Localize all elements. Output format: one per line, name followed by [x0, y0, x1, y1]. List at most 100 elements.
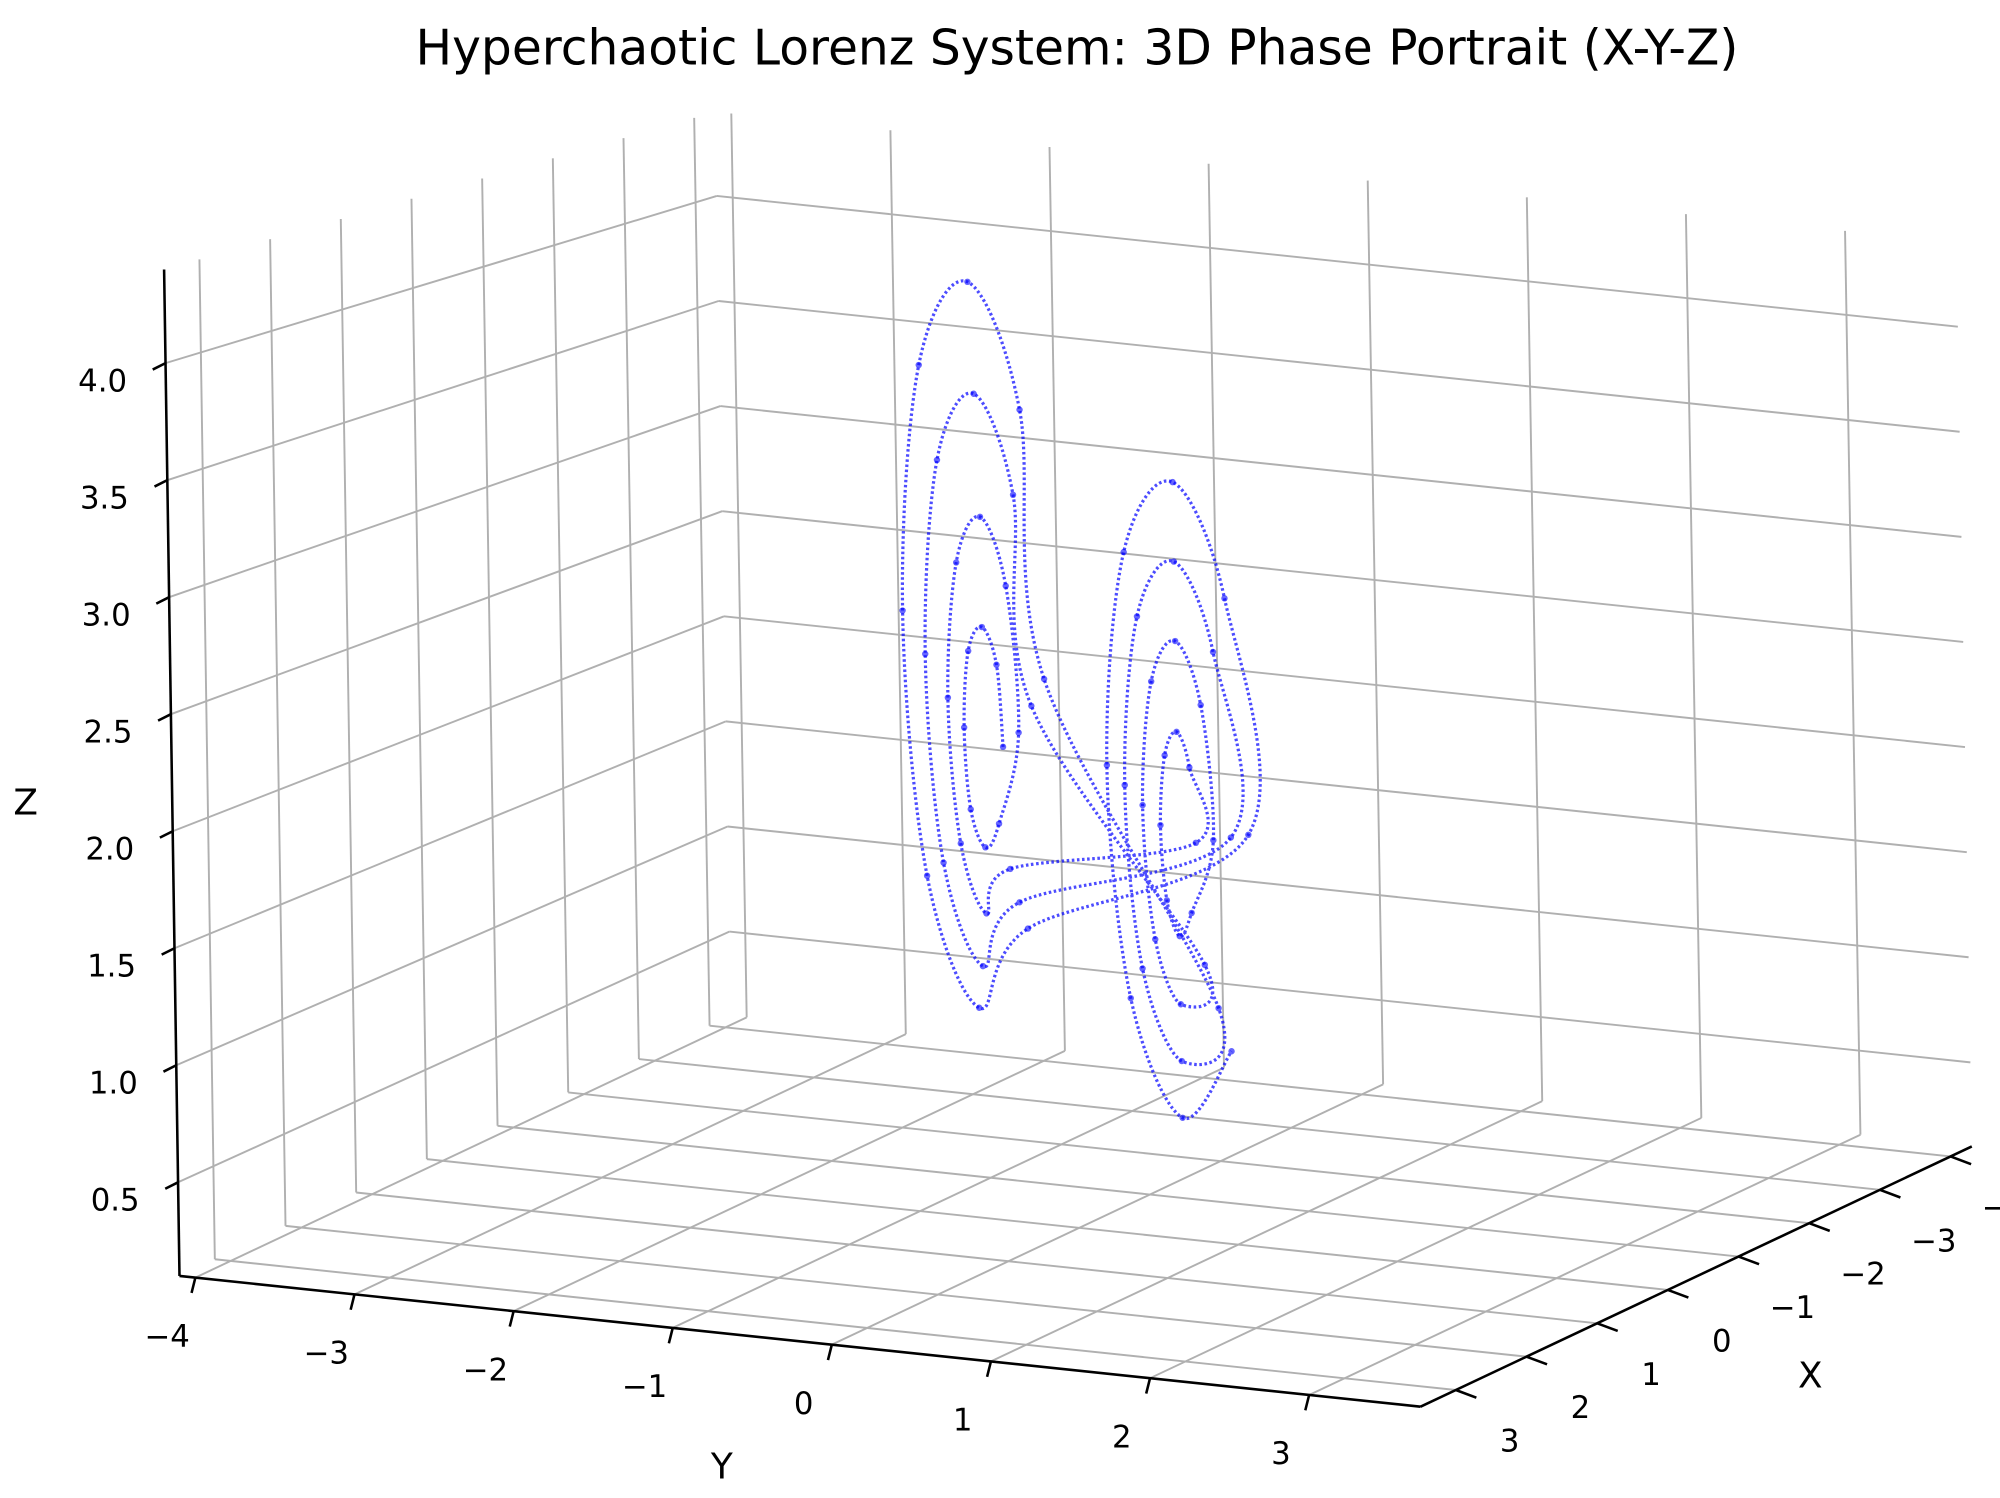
grid-line	[426, 1158, 1668, 1291]
point	[983, 910, 990, 917]
point	[1007, 865, 1014, 873]
point	[976, 1004, 983, 1011]
x-axis-line	[1419, 1145, 1973, 1408]
point	[979, 962, 987, 970]
point	[933, 456, 941, 464]
point	[1228, 1048, 1235, 1055]
grid-line	[720, 405, 1962, 538]
z-tick-label: 1.5	[87, 948, 136, 984]
point	[1016, 406, 1023, 413]
point	[982, 844, 989, 851]
grid-line	[1366, 180, 1385, 1085]
grid-line	[172, 615, 725, 833]
y-tick-label: −4	[145, 1319, 190, 1355]
z-tick-label: 0.5	[91, 1183, 140, 1219]
point	[1173, 728, 1180, 736]
y-tick-label: 3	[1271, 1436, 1291, 1472]
point	[899, 607, 906, 614]
grid-line	[174, 720, 727, 950]
point	[1245, 831, 1252, 839]
y-tick-label: −2	[463, 1352, 508, 1388]
grid-line	[339, 218, 358, 1193]
point	[1040, 675, 1048, 683]
z-tick-label: 3.5	[80, 480, 129, 516]
point	[1120, 548, 1127, 556]
grid-line	[170, 510, 723, 716]
grid-line	[1844, 230, 1862, 1135]
grid-line	[551, 158, 570, 1093]
x-tick-mark	[1455, 1388, 1477, 1399]
grid-line	[410, 198, 428, 1160]
point	[970, 390, 977, 397]
point	[1192, 839, 1200, 847]
point	[1169, 478, 1176, 486]
point	[1201, 961, 1208, 969]
y-tick-label: −1	[622, 1369, 667, 1405]
point	[1178, 1057, 1185, 1065]
grid-line	[693, 117, 711, 1026]
point	[1028, 702, 1035, 710]
y-tick-mark	[349, 1294, 356, 1311]
point	[993, 661, 1000, 668]
x-tick-mark	[1738, 1255, 1760, 1266]
grid-line	[709, 1024, 1951, 1158]
grid-line	[716, 194, 1958, 328]
x-tick-label: 3	[1500, 1424, 1520, 1460]
y-tick-label: 1	[953, 1403, 973, 1439]
grid-line	[285, 1224, 1527, 1358]
point	[957, 840, 964, 847]
chart-title: Hyperchaotic Lorenz System: 3D Phase Por…	[415, 20, 1738, 76]
z-tick-mark	[155, 596, 170, 605]
point	[960, 724, 968, 731]
grid-line	[168, 405, 721, 599]
grid-line	[622, 138, 640, 1060]
x-tick-mark	[1596, 1322, 1619, 1333]
point	[1188, 909, 1195, 917]
grid-line	[198, 259, 216, 1260]
point	[1139, 965, 1146, 972]
point	[1210, 836, 1217, 844]
z-tick-mark	[152, 361, 167, 371]
grid-line	[269, 239, 287, 1226]
x-tick-label: −4	[1982, 1190, 2000, 1226]
point	[1002, 582, 1009, 590]
grid-line	[723, 615, 1966, 749]
point	[940, 859, 947, 866]
point	[1147, 678, 1155, 685]
grid-line	[729, 930, 1971, 1064]
grid-line	[1207, 163, 1225, 1068]
point	[978, 623, 986, 631]
z-axis-line	[162, 269, 181, 1276]
z-tick-label: 2.0	[85, 831, 134, 867]
point	[995, 820, 1003, 827]
z-tick-mark	[164, 1181, 179, 1190]
y-tick-label: 0	[794, 1386, 814, 1422]
z-tick-mark	[153, 479, 168, 488]
point	[1139, 801, 1146, 809]
point	[976, 513, 984, 521]
grid-line	[725, 720, 1967, 854]
grid-line	[214, 1258, 1456, 1391]
point	[1024, 925, 1032, 932]
grid-line	[356, 1191, 1598, 1325]
grid-line	[889, 130, 907, 1035]
point	[923, 872, 931, 879]
point	[915, 361, 922, 369]
pane-floor	[179, 1015, 1972, 1407]
point	[1197, 701, 1204, 709]
x-tick-label: −2	[1840, 1257, 1885, 1293]
grid-line	[718, 300, 1960, 433]
grid-line	[730, 113, 748, 1018]
point	[1009, 491, 1017, 499]
x-tick-mark	[1808, 1221, 1831, 1233]
pane-back	[715, 111, 1972, 1147]
z-tick-label: 4.0	[78, 363, 127, 399]
point	[1170, 558, 1178, 565]
point	[1016, 899, 1023, 906]
point	[1186, 764, 1193, 771]
point	[1161, 752, 1168, 759]
y-tick-label: 2	[1112, 1419, 1132, 1455]
point	[1157, 821, 1164, 829]
x-axis-label: X	[1798, 1355, 1823, 1396]
